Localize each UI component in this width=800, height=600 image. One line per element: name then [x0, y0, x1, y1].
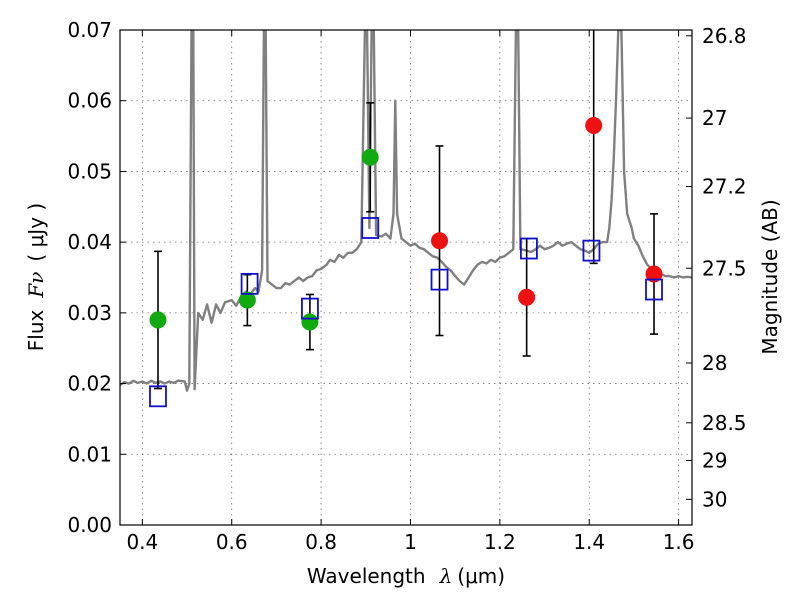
- data-markers: [149, 116, 663, 408]
- x-tick-label-2: 0.8: [305, 530, 337, 554]
- x-axis-label-unit: (μm): [457, 564, 505, 588]
- axes: 0.4 0.6 0.8 1 1.2 1.4 1.6 0.00 0.01 0.02 0.03 0.04 0…: [67, 18, 746, 554]
- y-tick-label-7: 0.07: [67, 18, 112, 42]
- y2-tick-label-1: 27: [702, 106, 727, 130]
- data-point-1-0: [431, 232, 449, 250]
- data-point-1-2: [585, 116, 603, 134]
- model-box-6: [582, 239, 601, 262]
- y-tick-label-2: 0.02: [67, 372, 112, 396]
- model-box-5: [519, 237, 538, 260]
- y-tick-label-5: 0.05: [67, 159, 112, 183]
- x-axis-label-text: Wavelength: [307, 564, 426, 588]
- data-point-0-3: [361, 148, 379, 166]
- y2-tick-label-0: 26.8: [702, 24, 747, 48]
- y-axis-label-symbol: Fν: [24, 272, 48, 299]
- plot-area: [120, 30, 692, 408]
- y2-tick-label-4: 28: [702, 351, 727, 375]
- data-point-0-0: [149, 311, 167, 329]
- y2-tick-label-6: 29: [702, 449, 727, 473]
- x-tick-label-3: 1: [404, 530, 417, 554]
- data-point-1-1: [518, 288, 536, 306]
- y-tick-label-0: 0.00: [67, 513, 112, 537]
- model-box-4: [430, 268, 449, 291]
- y-axis-label-text: Flux: [24, 309, 48, 351]
- x-tick-label-4: 1.2: [484, 530, 516, 554]
- y-axis-label-unit: ( μJy ): [24, 203, 48, 262]
- model-box-0: [149, 385, 167, 408]
- x-tick-label-5: 1.4: [573, 530, 605, 554]
- y2-tick-label-7: 30: [702, 487, 727, 511]
- y-axis-label: Flux Fν ( μJy ): [24, 203, 48, 351]
- model-spectrum-line: [120, 30, 692, 392]
- x-tick-label-1: 0.6: [216, 530, 248, 554]
- model-box-7: [645, 278, 663, 301]
- y-tick-label-4: 0.04: [67, 230, 112, 254]
- y-tick-label-6: 0.06: [67, 89, 112, 113]
- model-box-3: [361, 217, 380, 239]
- y-tick-label-1: 0.01: [67, 442, 112, 466]
- data-point-0-1: [238, 291, 256, 309]
- data-point-0-2: [301, 313, 319, 331]
- plot-frame: [119, 29, 693, 526]
- x-tick-label-0: 0.4: [126, 530, 158, 554]
- model-box-2: [301, 297, 319, 320]
- x-axis-label-symbol: λ: [439, 564, 453, 588]
- x-axis-label: Wavelength λ (μm): [307, 564, 505, 588]
- y2-tick-label-2: 27.2: [702, 175, 747, 199]
- y-tick-label-3: 0.03: [67, 301, 112, 325]
- model-box-1: [240, 272, 259, 295]
- x-tick-label-6: 1.6: [663, 530, 695, 554]
- y2-axis-label: Magnitude (AB): [758, 199, 782, 354]
- y2-tick-label-3: 27.5: [702, 256, 747, 280]
- y2-tick-label-5: 28.5: [702, 411, 747, 435]
- data-point-1-3: [645, 265, 663, 283]
